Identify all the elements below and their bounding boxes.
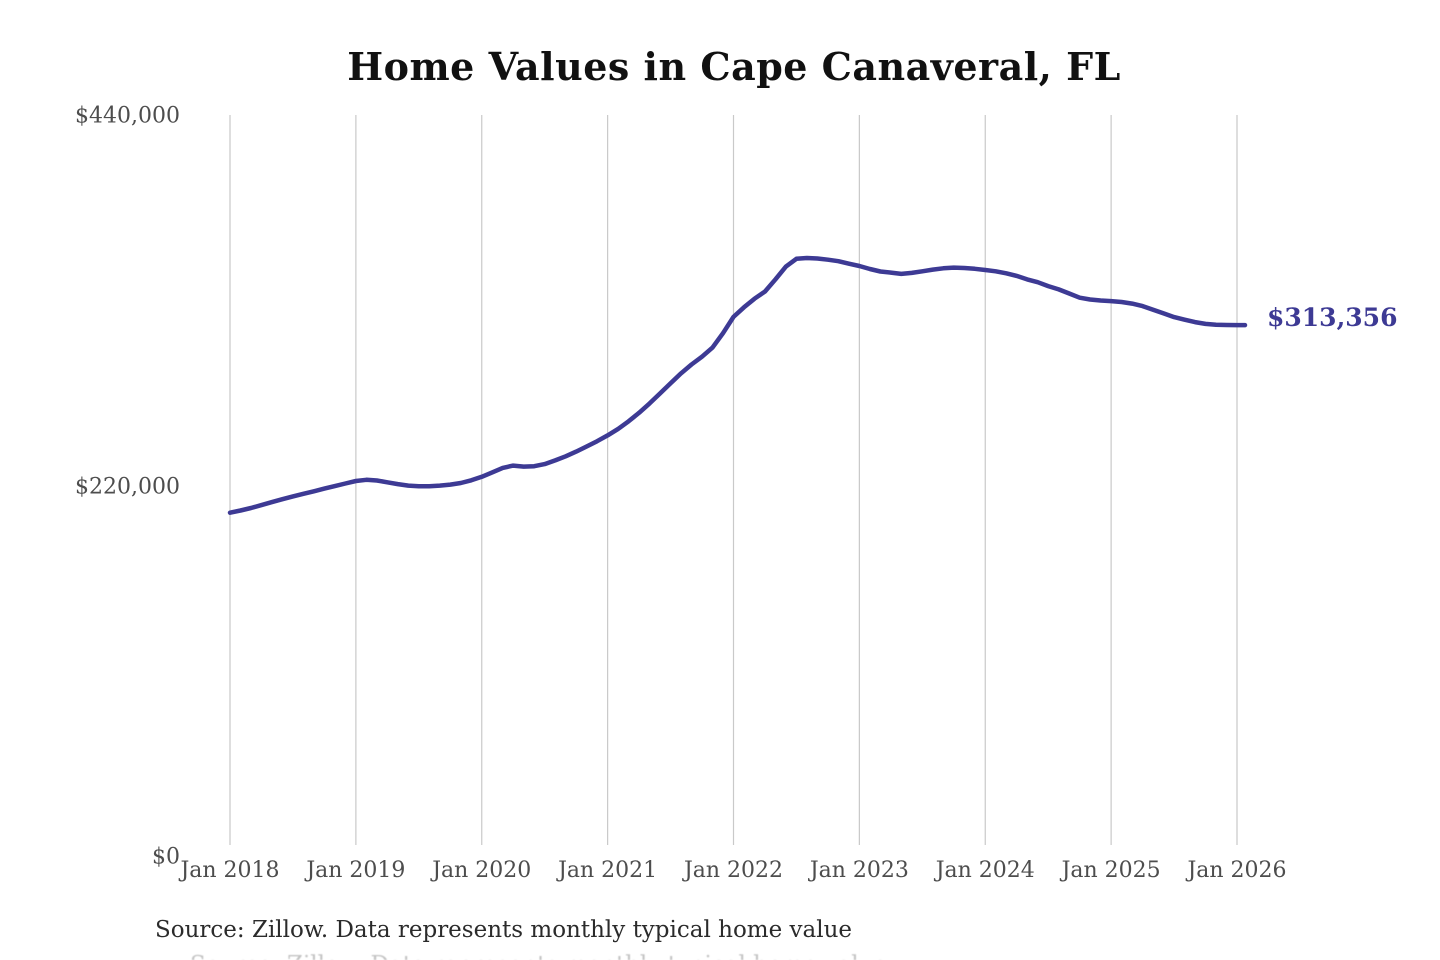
y-tick-label: $0 xyxy=(152,844,180,870)
source-note: Source: Zillow. Data represents monthly … xyxy=(155,917,853,943)
x-tick-label: Jan 2026 xyxy=(1187,858,1287,883)
x-tick-label: Jan 2024 xyxy=(935,858,1035,883)
latest-value-label: $313,356 xyxy=(1267,303,1398,333)
x-tick-label: Jan 2020 xyxy=(432,858,532,883)
y-tick-label: $220,000 xyxy=(75,474,180,500)
x-tick-label: Jan 2018 xyxy=(180,858,280,883)
x-tick-label: Jan 2025 xyxy=(1061,858,1161,883)
x-tick-label: Jan 2021 xyxy=(558,858,658,883)
x-tick-label: Jan 2019 xyxy=(306,858,406,883)
y-tick-label: $440,000 xyxy=(75,103,180,129)
home-value-line xyxy=(227,255,1248,515)
x-tick-label: Jan 2023 xyxy=(809,858,909,883)
cutoff-caption: Source: Zillow. Data represents monthly … xyxy=(190,952,910,960)
chart-title: Home Values in Cape Canaveral, FL xyxy=(347,44,1121,89)
x-tick-label: Jan 2022 xyxy=(683,858,784,883)
